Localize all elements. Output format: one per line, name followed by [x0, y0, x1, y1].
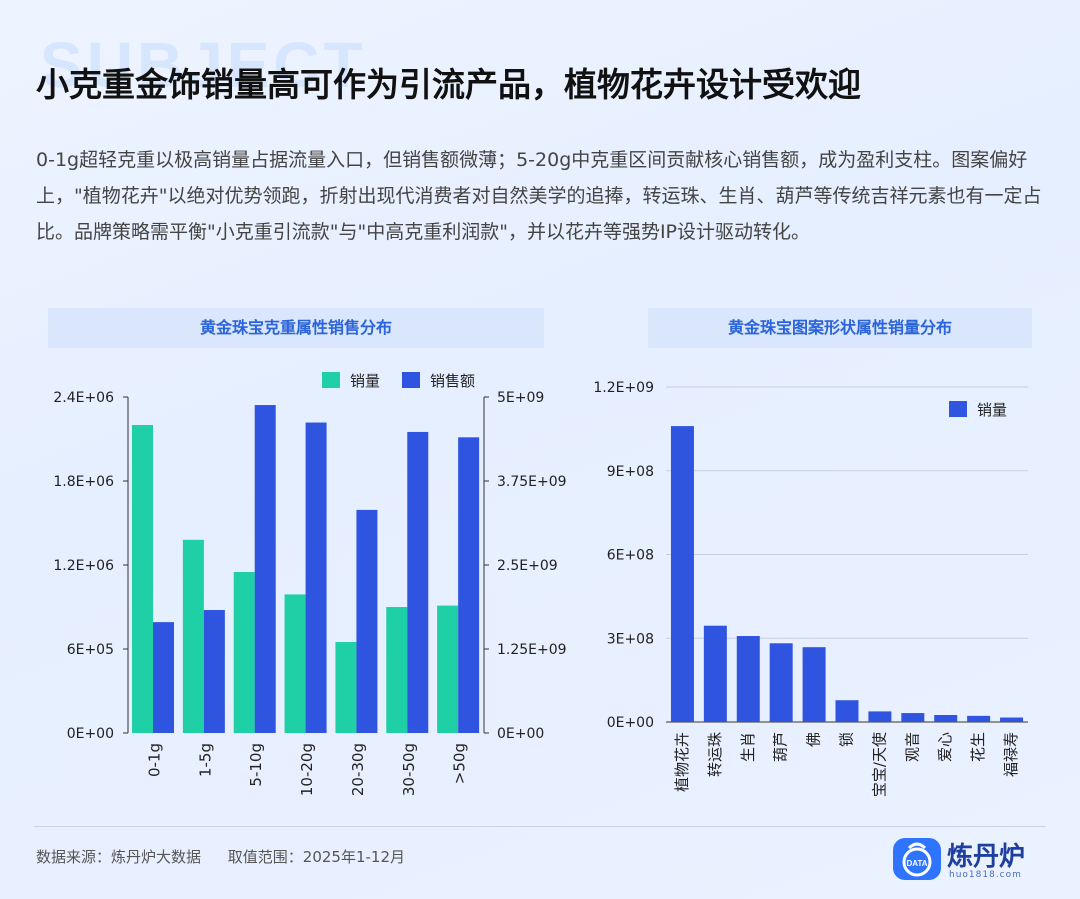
- x-tick-label: 10-20g: [298, 743, 316, 796]
- watermark-text: SUBJECT: [40, 29, 367, 101]
- legend-label-revenue: 销售额: [430, 372, 475, 390]
- bar-pattern-volume: [769, 643, 793, 722]
- x-tick-label: 佛: [805, 732, 823, 747]
- y-tick-label: 3E+08: [607, 631, 654, 647]
- bar-revenue: [153, 622, 174, 733]
- bar-revenue: [203, 610, 225, 733]
- bar-volume: [132, 425, 153, 733]
- logo-icon: DATA: [893, 838, 941, 880]
- y-tick-label: 0E+00: [607, 715, 654, 731]
- bar-revenue: [254, 405, 276, 733]
- footer-divider: [34, 826, 1046, 827]
- footer: 数据来源：炼丹炉大数据 取值范围：2025年1-12月: [36, 846, 405, 867]
- brand-logo: DATA 炼丹炉 huo1818.com: [893, 836, 1053, 882]
- bar-revenue: [305, 422, 327, 733]
- y-right-tick-label: 3.75E+09: [497, 474, 567, 490]
- x-tick-label: 转运珠: [706, 732, 724, 777]
- y-left-tick-label: 1.8E+06: [53, 474, 114, 490]
- bar-pattern-volume: [835, 700, 859, 722]
- bar-pattern-volume: [1000, 717, 1024, 722]
- y-tick-label: 9E+08: [607, 464, 654, 480]
- x-tick-label: 宝宝/天使: [870, 732, 888, 797]
- logo-name: 炼丹炉: [947, 842, 1026, 872]
- x-tick-label: 锁: [838, 732, 856, 747]
- legend-swatch: [949, 401, 967, 417]
- logo-badge-text: DATA: [906, 859, 927, 868]
- x-tick-label: >50g: [451, 743, 469, 784]
- bar-volume: [233, 572, 255, 733]
- bar-pattern-volume: [901, 713, 925, 722]
- y-tick-label: 6E+08: [607, 548, 654, 564]
- bar-pattern-volume: [868, 711, 892, 722]
- y-left-tick-label: 2.4E+06: [53, 390, 114, 406]
- bar-volume: [386, 607, 408, 733]
- bar-pattern-volume: [802, 647, 826, 722]
- bar-pattern-volume: [736, 636, 760, 722]
- x-tick-label: 葫芦: [772, 732, 790, 762]
- bar-volume: [284, 594, 306, 733]
- legend-swatch-revenue: [402, 372, 420, 388]
- x-tick-label: 花生: [969, 732, 987, 762]
- bar-pattern-volume: [703, 625, 727, 722]
- data-source: 数据来源：炼丹炉大数据: [36, 848, 202, 866]
- bar-volume: [437, 605, 459, 733]
- chart-title-pattern: 黄金珠宝图案形状属性销量分布: [648, 308, 1032, 348]
- legend-swatch-volume: [322, 372, 340, 388]
- chart-title-weight: 黄金珠宝克重属性销售分布: [48, 308, 544, 348]
- x-tick-label: 植物花卉: [673, 732, 691, 792]
- x-tick-label: 20-30g: [349, 743, 367, 796]
- x-tick-label: 30-50g: [400, 743, 418, 796]
- bar-revenue: [356, 509, 378, 733]
- x-tick-label: 福禄寿: [1002, 732, 1020, 777]
- y-right-tick-label: 0E+00: [497, 726, 544, 742]
- y-left-tick-label: 1.2E+06: [53, 558, 114, 574]
- data-range: 取值范围：2025年1-12月: [227, 848, 406, 866]
- x-tick-label: 观音: [903, 732, 921, 762]
- bar-revenue: [458, 437, 480, 733]
- x-tick-label: 1-5g: [196, 743, 214, 777]
- bar-volume: [335, 642, 357, 733]
- y-right-tick-label: 2.5E+09: [497, 558, 558, 574]
- x-tick-label: 生肖: [739, 732, 757, 762]
- legend-label: 销量: [977, 401, 1007, 419]
- y-right-tick-label: 1.25E+09: [497, 642, 567, 658]
- bar-volume: [182, 539, 204, 733]
- bar-revenue: [407, 431, 429, 733]
- y-tick-label: 1.2E+09: [593, 380, 654, 396]
- page-title: 小克重金饰销量高可作为引流产品，植物花卉设计受欢迎: [36, 65, 861, 104]
- bar-pattern-volume: [967, 715, 991, 722]
- bar-pattern-volume: [670, 426, 694, 722]
- x-tick-label: 0-1g: [146, 743, 164, 777]
- logo-url: huo1818.com: [949, 870, 1022, 880]
- y-left-tick-label: 6E+05: [67, 642, 114, 658]
- x-tick-label: 5-10g: [247, 743, 265, 787]
- legend-label-volume: 销量: [350, 372, 380, 390]
- x-tick-label: 爱心: [936, 732, 954, 762]
- summary-paragraph: 0-1g超轻克重以极高销量占据流量入口，但销售额微薄；5-20g中克重区间贡献核…: [36, 149, 1042, 243]
- y-left-tick-label: 0E+00: [67, 726, 114, 742]
- y-right-tick-label: 5E+09: [497, 390, 544, 406]
- bar-pattern-volume: [934, 715, 958, 722]
